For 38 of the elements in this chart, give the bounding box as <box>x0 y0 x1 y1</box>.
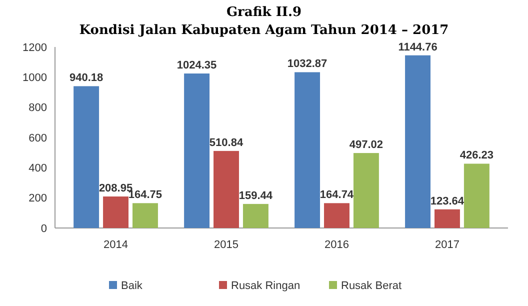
bar <box>74 86 100 228</box>
data-label: 510.84 <box>209 136 244 149</box>
y-tick-label: 200 <box>28 192 47 205</box>
y-tick-label: 400 <box>28 162 47 175</box>
bar <box>464 164 490 228</box>
data-label: 497.02 <box>349 139 384 152</box>
y-tick-label: 0 <box>40 222 47 235</box>
x-tick-label: 2014 <box>104 239 128 251</box>
data-label: 1144.76 <box>398 41 438 54</box>
legend-label: Rusak Ringan <box>231 280 300 292</box>
data-label: 1032.87 <box>287 58 328 70</box>
y-tick-label: 1000 <box>22 72 47 84</box>
chart-subtitle: Kondisi Jalan Kabupaten Agam Tahun 2014 – 2017 <box>79 23 449 38</box>
data-label: 1024.35 <box>176 59 217 72</box>
bar <box>294 72 320 228</box>
y-tick-label: 600 <box>28 132 47 144</box>
data-label: 159.44 <box>238 190 274 202</box>
x-tick-label: 2015 <box>214 239 238 251</box>
bar <box>132 203 158 228</box>
y-tick-label: 800 <box>28 102 47 114</box>
bar <box>434 209 460 228</box>
bar <box>405 55 430 228</box>
bar <box>184 73 210 228</box>
data-label: 123.64 <box>430 195 465 208</box>
bar <box>214 150 239 228</box>
data-label: 426.23 <box>460 150 494 162</box>
bar <box>242 204 268 228</box>
bar <box>324 203 350 228</box>
data-label: 940.18 <box>69 72 104 84</box>
data-label: 164.74 <box>320 189 354 202</box>
y-tick-label: 1200 <box>22 42 47 54</box>
legend-label: Rusak Berat <box>341 280 402 292</box>
bar <box>353 153 379 228</box>
chart-title: Grafik II.9 <box>226 5 302 20</box>
legend-label: Baik <box>121 280 143 292</box>
x-tick-label: 2016 <box>324 239 349 251</box>
x-tick-label: 2017 <box>434 239 460 251</box>
bar <box>103 196 128 228</box>
